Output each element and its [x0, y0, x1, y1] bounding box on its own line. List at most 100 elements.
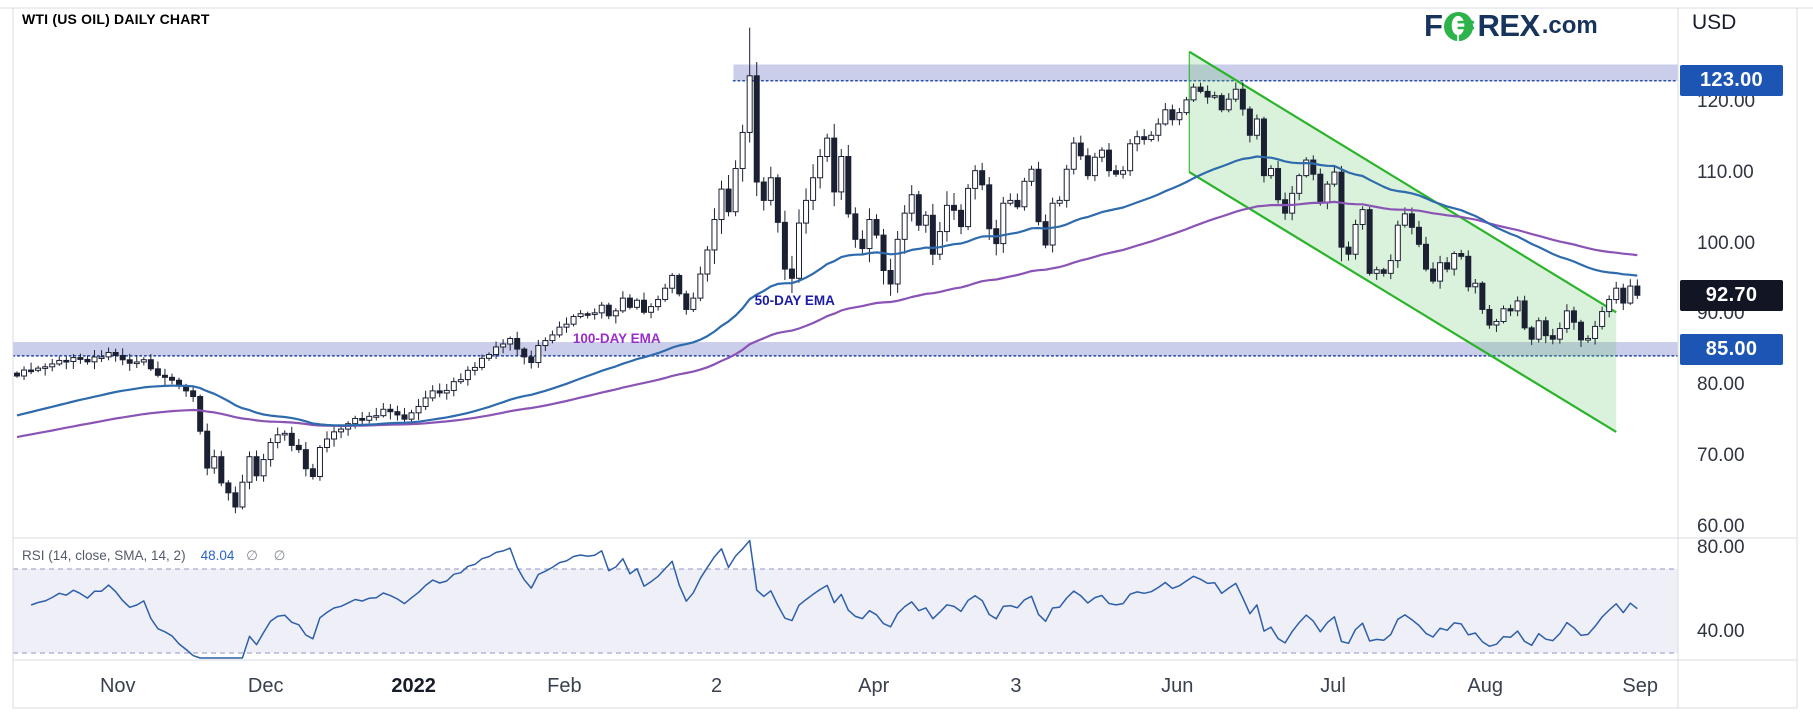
candle[interactable] [1232, 82, 1239, 103]
candle[interactable] [514, 331, 521, 356]
candle[interactable] [1120, 166, 1127, 179]
candle[interactable] [147, 354, 154, 371]
candle[interactable] [922, 211, 929, 233]
candle[interactable] [316, 445, 323, 481]
candle[interactable] [507, 336, 514, 351]
candle[interactable] [176, 377, 183, 390]
candle[interactable] [887, 258, 894, 296]
candle[interactable] [1155, 118, 1162, 142]
candle[interactable] [70, 354, 77, 369]
candle[interactable] [838, 149, 845, 201]
candle[interactable] [1549, 328, 1556, 345]
candle[interactable] [1507, 304, 1514, 317]
candle[interactable] [1296, 173, 1303, 201]
candle[interactable] [633, 298, 640, 310]
candle[interactable] [500, 339, 507, 354]
candle[interactable] [1437, 255, 1444, 289]
candle[interactable] [711, 208, 718, 265]
candle[interactable] [288, 426, 295, 452]
candle[interactable] [598, 301, 605, 319]
candle[interactable] [77, 353, 84, 364]
candle[interactable] [1423, 236, 1429, 272]
candle[interactable] [676, 273, 683, 297]
candle[interactable] [1056, 196, 1063, 207]
candle[interactable] [1563, 304, 1570, 333]
candle[interactable] [98, 350, 105, 362]
candle[interactable] [380, 403, 387, 418]
candle[interactable] [1585, 335, 1592, 343]
candle[interactable] [471, 362, 478, 376]
candle[interactable] [1430, 262, 1437, 284]
candle[interactable] [1627, 279, 1634, 305]
candle[interactable] [443, 383, 450, 400]
candle[interactable] [126, 353, 133, 371]
candle[interactable] [535, 339, 542, 368]
candle[interactable] [1239, 82, 1246, 116]
candle[interactable] [450, 377, 457, 397]
candle[interactable] [239, 474, 246, 510]
candle[interactable] [246, 451, 253, 490]
candle[interactable] [387, 403, 394, 420]
candle[interactable] [408, 409, 415, 424]
candle[interactable] [119, 348, 126, 366]
candle[interactable] [1246, 106, 1253, 143]
candle[interactable] [570, 314, 577, 327]
candle[interactable] [1007, 193, 1014, 206]
candle[interactable] [359, 411, 366, 425]
candle[interactable] [373, 407, 380, 421]
candle[interactable] [35, 365, 42, 373]
candle[interactable] [1465, 250, 1472, 292]
candle[interactable] [894, 230, 901, 293]
rsi-line[interactable] [30, 539, 1638, 659]
candle[interactable] [908, 185, 915, 222]
candle[interactable] [56, 356, 63, 366]
candle[interactable] [591, 308, 598, 320]
candle[interactable] [669, 273, 676, 294]
candle[interactable] [1197, 82, 1204, 94]
candle[interactable] [542, 337, 549, 352]
candle[interactable] [972, 165, 979, 200]
candle[interactable] [260, 453, 267, 482]
candle[interactable] [958, 204, 965, 235]
candle[interactable] [1556, 322, 1563, 344]
candle[interactable] [683, 290, 690, 315]
candle[interactable] [1331, 165, 1338, 187]
candle[interactable] [345, 421, 352, 436]
candle[interactable] [493, 341, 500, 359]
candle[interactable] [1620, 283, 1627, 311]
candle[interactable] [929, 203, 936, 266]
candle[interactable] [1063, 164, 1070, 208]
candle[interactable] [1380, 267, 1387, 277]
candle[interactable] [1500, 305, 1507, 324]
candle[interactable] [810, 164, 817, 210]
candle[interactable] [1415, 220, 1422, 248]
candle[interactable] [1077, 135, 1084, 161]
candle[interactable] [746, 27, 753, 143]
candle[interactable] [901, 205, 908, 254]
candle[interactable] [556, 321, 563, 338]
candle[interactable] [84, 355, 91, 365]
candle[interactable] [1317, 168, 1324, 206]
candle[interactable] [767, 166, 774, 206]
candle[interactable] [161, 368, 168, 385]
candle[interactable] [1049, 197, 1056, 253]
candle[interactable] [584, 311, 591, 319]
candle[interactable] [1472, 278, 1479, 294]
candle[interactable] [105, 347, 112, 361]
candle[interactable] [1352, 219, 1359, 260]
candle[interactable] [641, 292, 648, 315]
candle[interactable] [612, 308, 619, 324]
candle[interactable] [979, 162, 986, 191]
candle[interactable] [697, 266, 704, 302]
candle[interactable] [1486, 304, 1493, 329]
candle[interactable] [1042, 214, 1049, 249]
candle[interactable] [464, 366, 471, 386]
candle[interactable] [1275, 160, 1282, 204]
candle[interactable] [1521, 295, 1528, 330]
candle[interactable] [1148, 131, 1155, 142]
candle[interactable] [295, 438, 302, 453]
candle[interactable] [605, 302, 612, 320]
candle[interactable] [718, 180, 725, 234]
candle[interactable] [225, 480, 232, 501]
